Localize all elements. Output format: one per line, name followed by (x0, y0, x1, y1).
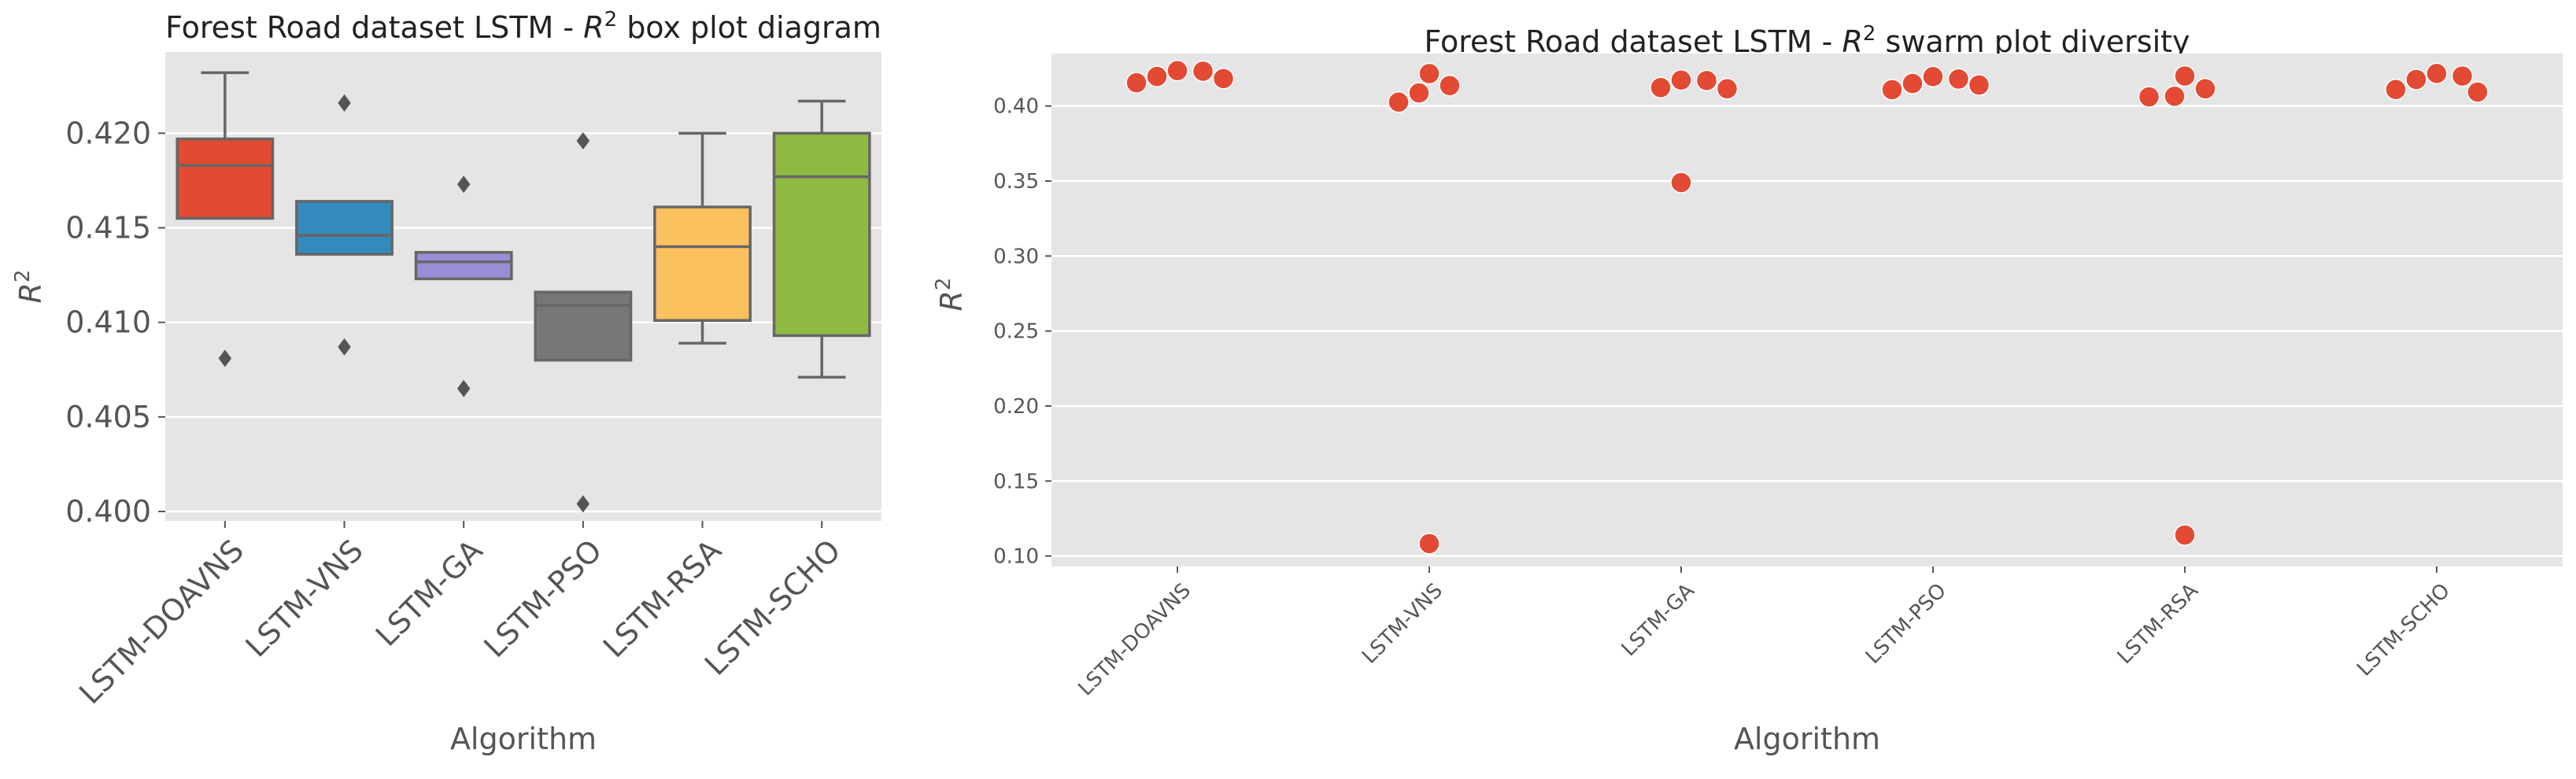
swarm-point (2467, 81, 2489, 103)
swarm-plot-title: Forest Road dataset LSTM - R2 swarm plot… (1424, 22, 2190, 59)
box-outlier-point (218, 349, 232, 367)
swarm-point (2164, 85, 2186, 108)
box-plot-x-tick-label: LSTM-DOAVNS (72, 533, 250, 711)
swarm-point (1125, 72, 1148, 94)
swarm-point (1146, 65, 1168, 87)
swarm-point (1418, 533, 1440, 555)
swarm-plot-panel: Forest Road dataset LSTM - R2 swarm plot… (932, 22, 2563, 756)
swarm-point (2451, 65, 2474, 87)
swarm-point (1902, 72, 1924, 94)
box-plot-background (165, 52, 881, 521)
swarm-plot-x-tick-label: LSTM-GA (1617, 579, 1700, 661)
swarm-plot-y-tick-label: 0.15 (993, 470, 1039, 493)
swarm-point (1388, 91, 1410, 113)
swarm-plot-y-tick-label: 0.20 (993, 395, 1039, 419)
swarm-point (2174, 65, 2196, 87)
swarm-point (1922, 65, 1944, 88)
box-plot-y-tick-label: 0.420 (65, 116, 151, 150)
swarm-point (1192, 60, 1214, 83)
box-plot-title: Forest Road dataset LSTM - R2 box plot d… (165, 8, 881, 45)
box-plot-y-tick-label: 0.400 (65, 494, 151, 529)
swarm-point (1408, 82, 1430, 104)
swarm-point (1650, 76, 1672, 99)
swarm-point (1212, 68, 1235, 90)
swarm-point (1670, 68, 1692, 91)
swarm-point (1418, 62, 1440, 85)
swarm-plot-x-tick-label: LSTM-DOAVNS (1074, 579, 1196, 701)
box-plot-y-axis-label: R2 (11, 270, 48, 304)
box-plot-y-tick-label: 0.405 (65, 400, 151, 434)
swarm-point (2426, 62, 2448, 85)
swarm-point (2138, 86, 2160, 108)
swarm-plot-y-tick-label: 0.25 (993, 320, 1039, 344)
swarm-plot-area: 0.10 0.15 0.20 0.25 0.30 0.35 0.40 LSTM-DOAVNS L… (993, 54, 2563, 700)
swarm-plot-x-tick-label: LSTM-VNS (1358, 579, 1447, 669)
box-plot-y-tick-label: 0.410 (65, 305, 151, 340)
swarm-plot-y-tick-label: 0.10 (993, 545, 1039, 569)
swarm-point (1968, 74, 1990, 96)
swarm-plot-y-tick-label: 0.30 (993, 245, 1039, 268)
swarm-point (1695, 69, 1718, 92)
box-plot-area: 0.4000.4050.4100.4150.420LSTM-DOAVNSLSTM… (65, 52, 881, 711)
swarm-plot-background (1051, 54, 2563, 567)
swarm-point (1881, 79, 1903, 101)
swarm-point (2405, 68, 2427, 90)
box-plot-y-tick-label: 0.415 (65, 211, 151, 246)
box-lstm-scho (772, 131, 871, 338)
swarm-plot-x-tick-label: LSTM-RSA (2113, 579, 2203, 669)
swarm-plot-y-tick-label: 0.35 (993, 170, 1039, 194)
box-outlier-point (338, 94, 351, 112)
swarm-point (1716, 78, 1739, 100)
box-plot-x-tick-label: LSTM-VNS (238, 533, 369, 663)
box-outlier-point (576, 131, 590, 150)
box-lstm-vns (295, 200, 394, 256)
swarm-point (2174, 524, 2196, 546)
swarm-point (1670, 172, 1692, 194)
box-plot-x-axis-label: Algorithm (450, 722, 597, 756)
box-outlier-point (456, 175, 471, 194)
box-outlier-point (456, 379, 471, 397)
swarm-point (1947, 68, 1970, 90)
swarm-plot-x-axis-label: Algorithm (1734, 722, 1880, 756)
swarm-point (1439, 75, 1461, 97)
box-outlier-point (338, 338, 351, 356)
swarm-plot-x-tick-label: LSTM-PSO (1861, 579, 1951, 669)
box-plot-x-tick-label: LSTM-PSO (477, 533, 608, 664)
swarm-point (2194, 78, 2216, 100)
box-plot-x-tick-label: LSTM-RSA (597, 533, 728, 664)
box-lstm-doavns (176, 137, 275, 220)
box-outlier-point (576, 495, 590, 513)
swarm-plot-y-axis-label: R2 (932, 278, 969, 312)
box-plot-panel: Forest Road dataset LSTM - R2 box plot d… (11, 8, 881, 756)
box-plot-x-tick-label: LSTM-GA (369, 533, 490, 653)
box-lstm-rsa (653, 205, 752, 323)
swarm-plot-y-tick-label: 0.40 (993, 95, 1039, 119)
box-lstm-ga (414, 250, 513, 281)
box-lstm-pso (534, 290, 633, 362)
swarm-plot-x-tick-label: LSTM-SCHO (2352, 579, 2455, 681)
swarm-point (1166, 59, 1188, 82)
swarm-point (2385, 79, 2407, 101)
